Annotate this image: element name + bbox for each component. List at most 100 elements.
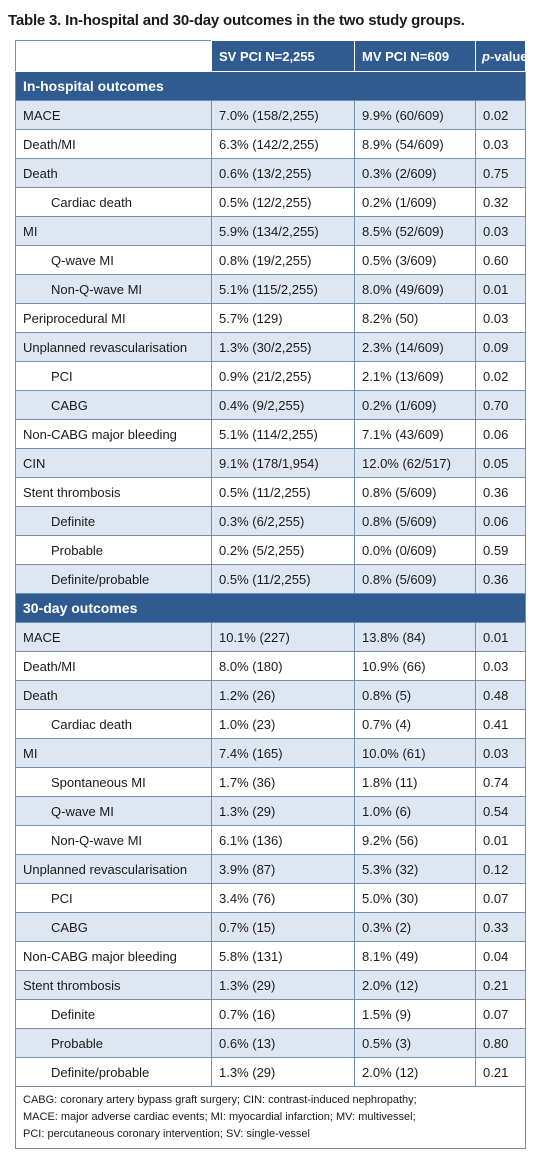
p-value: 0.21 <box>475 970 526 1000</box>
p-value: 0.59 <box>475 535 526 565</box>
sv-pci-value: 0.7% (16) <box>211 999 355 1029</box>
outcome-label: CABG <box>15 912 212 942</box>
table-row: Definite/probable 1.3% (29) 2.0% (12) 0.21 <box>15 1057 526 1087</box>
outcome-label: Death <box>15 680 212 710</box>
sv-pci-value: 0.6% (13) <box>211 1028 355 1058</box>
outcome-label: MI <box>15 216 212 246</box>
mv-pci-value: 0.5% (3/609) <box>354 245 476 275</box>
sv-pci-value: 5.1% (115/2,255) <box>211 274 355 304</box>
p-value: 0.33 <box>475 912 526 942</box>
outcome-label: CABG <box>15 390 212 420</box>
sv-pci-value: 0.7% (15) <box>211 912 355 942</box>
table-row: Non-CABG major bleeding 5.8% (131) 8.1% (4… <box>15 941 526 971</box>
mv-pci-value: 5.3% (32) <box>354 854 476 884</box>
p-value: 0.54 <box>475 796 526 826</box>
mv-pci-value: 1.0% (6) <box>354 796 476 826</box>
p-value: 0.06 <box>475 419 526 449</box>
outcome-label: Q-wave MI <box>15 796 212 826</box>
outcome-label: Definite <box>15 506 212 536</box>
p-value: 0.03 <box>475 738 526 768</box>
p-value: 0.12 <box>475 854 526 884</box>
mv-pci-value: 0.3% (2/609) <box>354 158 476 188</box>
mv-pci-value: 0.3% (2) <box>354 912 476 942</box>
mv-pci-value: 2.0% (12) <box>354 970 476 1000</box>
outcome-label: Unplanned revascularisation <box>15 332 212 362</box>
p-value: 0.04 <box>475 941 526 971</box>
mv-pci-value: 0.8% (5/609) <box>354 506 476 536</box>
mv-pci-value: 0.0% (0/609) <box>354 535 476 565</box>
outcome-label: Q-wave MI <box>15 245 212 275</box>
sv-pci-value: 1.2% (26) <box>211 680 355 710</box>
sv-pci-value: 5.7% (129) <box>211 303 355 333</box>
sv-pci-value: 7.4% (165) <box>211 738 355 768</box>
table-row: MACE 7.0% (158/2,255) 9.9% (60/609) 0.02 <box>15 100 526 130</box>
sv-pci-value: 0.2% (5/2,255) <box>211 535 355 565</box>
sv-pci-value: 5.1% (114/2,255) <box>211 419 355 449</box>
table-row: Cardiac death 0.5% (12/2,255) 0.2% (1/609)… <box>15 187 526 217</box>
mv-pci-value: 10.0% (61) <box>354 738 476 768</box>
footnote-row: CABG: coronary artery bypass graft surge… <box>15 1086 526 1149</box>
sv-pci-value: 1.7% (36) <box>211 767 355 797</box>
header-p-value: p-value <box>475 40 526 72</box>
outcome-label: Definite/probable <box>15 1057 212 1087</box>
sv-pci-value: 1.3% (29) <box>211 796 355 826</box>
outcome-label: Unplanned revascularisation <box>15 854 212 884</box>
outcome-label: PCI <box>15 883 212 913</box>
sv-pci-value: 0.5% (12/2,255) <box>211 187 355 217</box>
footnote-line: CABG: coronary artery bypass graft surge… <box>23 1094 417 1106</box>
p-value: 0.01 <box>475 825 526 855</box>
table-row: Stent thrombosis 1.3% (29) 2.0% (12) 0.21 <box>15 970 526 1000</box>
p-value: 0.75 <box>475 158 526 188</box>
table-row: PCI 3.4% (76) 5.0% (30) 0.07 <box>15 883 526 913</box>
sv-pci-value: 0.5% (11/2,255) <box>211 564 355 594</box>
mv-pci-value: 9.9% (60/609) <box>354 100 476 130</box>
table-row: Death 1.2% (26) 0.8% (5) 0.48 <box>15 680 526 710</box>
table-row: PCI 0.9% (21/2,255) 2.1% (13/609) 0.02 <box>15 361 526 391</box>
mv-pci-value: 8.0% (49/609) <box>354 274 476 304</box>
sv-pci-value: 0.4% (9/2,255) <box>211 390 355 420</box>
outcome-label: Death/MI <box>15 129 212 159</box>
table-row: CABG 0.7% (15) 0.3% (2) 0.33 <box>15 912 526 942</box>
outcome-label: Definite <box>15 999 212 1029</box>
mv-pci-value: 13.8% (84) <box>354 622 476 652</box>
p-value: 0.41 <box>475 709 526 739</box>
outcome-label: PCI <box>15 361 212 391</box>
p-value: 0.03 <box>475 651 526 681</box>
p-value: 0.03 <box>475 129 526 159</box>
outcome-label: Spontaneous MI <box>15 767 212 797</box>
outcomes-table: SV PCI N=2,255 MV PCI N=609 p-value In-h… <box>15 40 526 1149</box>
sv-pci-value: 8.0% (180) <box>211 651 355 681</box>
p-value: 0.07 <box>475 999 526 1029</box>
outcome-label: MACE <box>15 622 212 652</box>
mv-pci-value: 8.9% (54/609) <box>354 129 476 159</box>
mv-pci-value: 10.9% (66) <box>354 651 476 681</box>
header-row: SV PCI N=2,255 MV PCI N=609 p-value <box>15 40 526 72</box>
p-value: 0.03 <box>475 303 526 333</box>
sv-pci-value: 1.0% (23) <box>211 709 355 739</box>
table-row: Q-wave MI 1.3% (29) 1.0% (6) 0.54 <box>15 796 526 826</box>
p-value: 0.07 <box>475 883 526 913</box>
mv-pci-value: 1.5% (9) <box>354 999 476 1029</box>
p-value: 0.06 <box>475 506 526 536</box>
outcome-label: Non-CABG major bleeding <box>15 941 212 971</box>
sv-pci-value: 0.5% (11/2,255) <box>211 477 355 507</box>
outcome-label: Non-Q-wave MI <box>15 274 212 304</box>
table-row: Probable 0.2% (5/2,255) 0.0% (0/609) 0.59 <box>15 535 526 565</box>
sv-pci-value: 0.6% (13/2,255) <box>211 158 355 188</box>
table-row: CIN 9.1% (178/1,954) 12.0% (62/517) 0.05 <box>15 448 526 478</box>
table-row: Death/MI 8.0% (180) 10.9% (66) 0.03 <box>15 651 526 681</box>
table-row: Non-CABG major bleeding 5.1% (114/2,255) 7… <box>15 419 526 449</box>
table-row: MI 5.9% (134/2,255) 8.5% (52/609) 0.03 <box>15 216 526 246</box>
outcome-label: CIN <box>15 448 212 478</box>
outcome-label: Cardiac death <box>15 187 212 217</box>
p-value: 0.05 <box>475 448 526 478</box>
mv-pci-value: 2.0% (12) <box>354 1057 476 1087</box>
table-title: Table 3. In-hospital and 30-day outcomes… <box>8 12 465 29</box>
table-row: MI 7.4% (165) 10.0% (61) 0.03 <box>15 738 526 768</box>
outcome-label: Probable <box>15 535 212 565</box>
p-value: 0.32 <box>475 187 526 217</box>
sv-pci-value: 0.3% (6/2,255) <box>211 506 355 536</box>
p-value: 0.01 <box>475 274 526 304</box>
outcome-label: Non-Q-wave MI <box>15 825 212 855</box>
